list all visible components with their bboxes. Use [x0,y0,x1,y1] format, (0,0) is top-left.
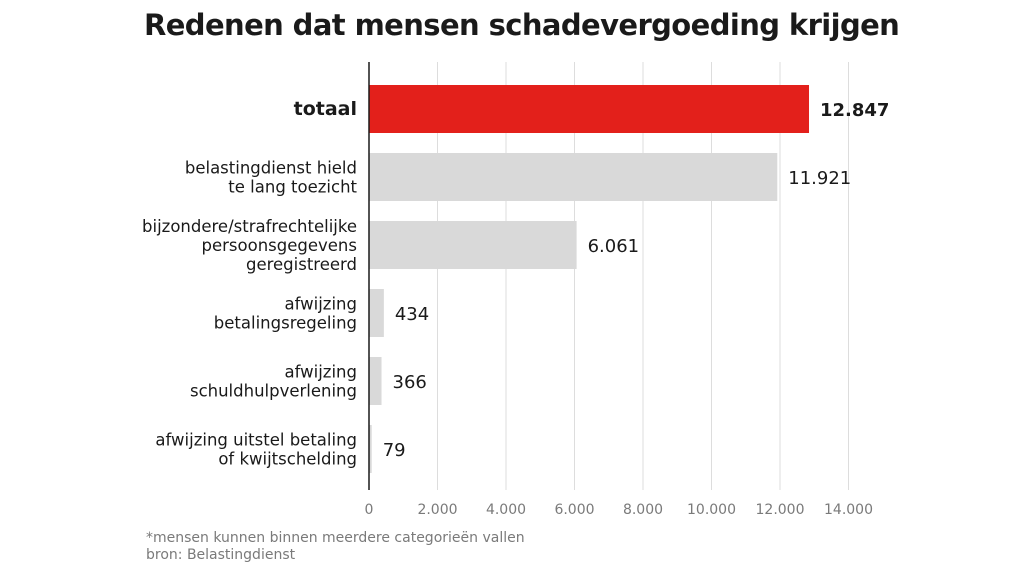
category-label-3-line-1: betalingsregeling [214,314,357,333]
value-label-3: 434 [395,304,429,325]
category-label-2-line-1: persoonsgegevens [202,236,357,255]
x-tick-label-0: 0 [365,502,374,518]
bar-0 [369,85,810,133]
labels: 12.847 totaal 11.921 belastingdienst hield t… [142,98,889,469]
chart-title: Redenen dat mensen schadevergoeding krij… [144,8,900,42]
bar-5 [369,425,372,473]
value-label-2: 6.061 [588,236,640,257]
gridlines [437,62,849,490]
category-label-4: afwijzing schuldhulpverlening [190,363,357,401]
category-label-5-line-1: of kwijtschelding [218,450,357,469]
category-label-2-line-0: bijzondere/strafrechtelijke [142,217,357,236]
bar-3 [369,289,384,337]
category-label-5-line-0: afwijzing uitstel betaling [155,431,357,450]
category-label-0-line-0: totaal [294,98,357,120]
x-tick-label-3: 6.000 [554,502,594,518]
category-label-1: belastingdienst hield te lang toezicht [185,159,358,197]
x-tick-label-6: 12.000 [756,502,805,518]
bar-4 [369,357,382,405]
x-tick-label-4: 8.000 [623,502,663,518]
x-tick-label-7: 14.000 [824,502,873,518]
category-label-4-line-1: schuldhulpverlening [190,382,357,401]
bar-2 [369,221,577,269]
category-label-0: totaal [294,98,357,120]
x-tick-label-1: 2.000 [417,502,457,518]
value-label-4: 366 [393,372,427,393]
category-label-2: bijzondere/strafrechtelijke persoonsgegev… [142,217,357,274]
category-label-2-line-2: geregistreerd [246,255,357,274]
value-label-1: 11.921 [788,168,851,189]
value-label-5: 79 [383,440,406,461]
category-label-1-line-1: te lang toezicht [228,178,357,197]
footnote-note: *mensen kunnen binnen meerdere categorie… [146,530,525,546]
category-label-5: afwijzing uitstel betaling of kwijtscheld… [155,431,357,469]
category-label-1-line-0: belastingdienst hield [185,159,357,178]
x-tick-label-2: 4.000 [486,502,526,518]
bar-1 [369,153,778,201]
category-label-4-line-0: afwijzing [285,363,357,382]
x-tick-label-5: 10.000 [687,502,736,518]
footnote-source: bron: Belastingdienst [146,547,296,563]
value-label-0: 12.847 [820,100,889,121]
category-label-3-line-0: afwijzing [285,295,357,314]
x-axis-ticks: 0 2.000 4.000 6.000 8.000 10.000 12.000 14.000 [365,502,873,518]
category-label-3: afwijzing betalingsregeling [214,295,357,333]
bars [369,85,810,473]
